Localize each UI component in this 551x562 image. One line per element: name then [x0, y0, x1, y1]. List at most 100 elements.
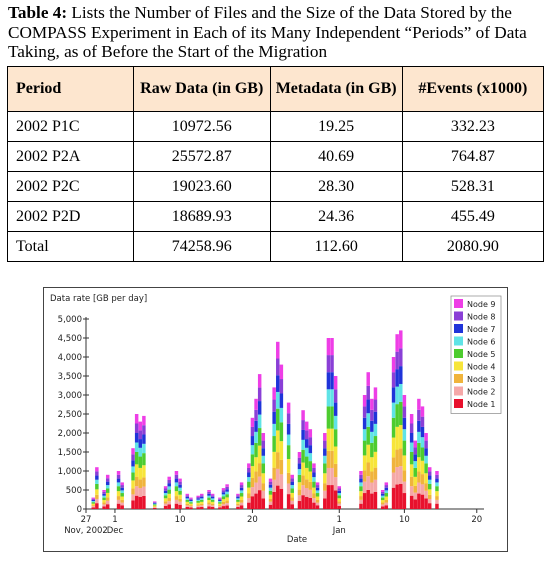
bar-segment: [153, 502, 157, 503]
bar-segment: [326, 355, 331, 373]
bar-segment: [359, 486, 363, 492]
bar-segment: [174, 474, 179, 479]
cell-period: 2002 P2A: [7, 141, 134, 172]
y-tick-label: 4,500: [58, 334, 82, 344]
bar-segment: [323, 498, 327, 509]
bar-segment: [315, 485, 320, 488]
bar-segment: [323, 455, 327, 464]
y-tick-label: 1,500: [58, 448, 82, 458]
bar-segment: [366, 476, 370, 490]
bar-segment: [239, 493, 244, 497]
bar-segment: [276, 430, 280, 453]
y-axis-label: Data rate [GB per day]: [50, 294, 147, 304]
legend-swatch: [454, 399, 463, 408]
bar-segment: [370, 420, 374, 432]
bar-segment: [254, 457, 258, 472]
bar-segment: [312, 472, 316, 478]
bar-segment: [399, 366, 403, 384]
bar-segment: [210, 498, 215, 500]
bar-segment: [91, 497, 95, 499]
bar-segment: [91, 507, 95, 509]
bar-segment: [174, 491, 179, 497]
bar-segment: [185, 499, 190, 502]
bar-segment: [142, 425, 146, 435]
bar-segment: [196, 499, 200, 502]
table-caption-text: Lists the Number of Files and the Size o…: [8, 3, 527, 61]
bar-segment: [276, 468, 280, 486]
bar-segment: [91, 503, 95, 506]
bar-segment: [323, 448, 327, 456]
bar-segment: [323, 483, 327, 491]
bar-segment: [218, 497, 222, 499]
table-row: 2002 P2D 18689.93 24.36 455.49: [7, 201, 545, 232]
bar-segment: [185, 495, 190, 497]
bar-segment: [286, 483, 291, 495]
bar-segment: [370, 442, 374, 458]
bar-segment: [297, 463, 302, 470]
bar-segment: [384, 499, 389, 503]
bar-segment: [167, 498, 171, 502]
bar-segment: [138, 421, 143, 431]
bar-segment: [384, 502, 389, 506]
bar-segment: [134, 486, 139, 496]
legend-swatch: [454, 386, 463, 396]
bar-segment: [395, 404, 399, 427]
bar-segment: [409, 495, 414, 509]
bar-segment: [163, 490, 168, 494]
bar-segment: [134, 476, 139, 487]
bar-segment: [391, 417, 396, 438]
bar-segment: [142, 486, 146, 496]
bar-segment: [257, 374, 262, 388]
bar-segment: [120, 505, 124, 509]
y-tick-label: 5,000: [58, 315, 82, 325]
bar-segment: [359, 482, 363, 487]
bar-segment: [370, 482, 374, 494]
bar-segment: [420, 426, 425, 438]
bar-segment: [247, 481, 251, 488]
bar-segment: [200, 496, 204, 499]
bar-segment: [142, 443, 146, 454]
bar-segment: [189, 505, 193, 507]
bar-segment: [290, 481, 294, 486]
bar-segment: [366, 399, 370, 414]
bar-segment: [297, 452, 302, 458]
bar-segment: [333, 463, 338, 478]
bar-segment: [330, 338, 334, 356]
bar-segment: [362, 440, 367, 456]
bar-segment: [427, 498, 432, 504]
bar-segment: [279, 422, 284, 442]
bar-segment: [326, 338, 331, 356]
bar-segment: [315, 502, 320, 506]
bar-segment: [399, 383, 403, 402]
cell-events: 2080.90: [401, 231, 545, 262]
bar-segment: [326, 406, 331, 429]
bar-segment: [272, 423, 276, 437]
bar-segment: [304, 456, 309, 468]
bar-segment: [417, 482, 421, 494]
bar-segment: [207, 500, 211, 503]
bar-segment: [337, 503, 342, 506]
legend-swatch: [454, 336, 463, 346]
bar-segment: [120, 490, 124, 494]
bar-segment: [95, 467, 99, 472]
bar-segment: [308, 471, 313, 482]
bar-segment: [333, 376, 338, 390]
bar-segment: [178, 484, 182, 488]
bar-segment: [409, 442, 414, 452]
bar-segment: [297, 469, 302, 475]
bar-segment: [424, 448, 428, 456]
bar-segment: [420, 484, 425, 495]
bar-segment: [239, 499, 244, 503]
bar-segment: [189, 502, 193, 504]
bar-segment: [301, 449, 305, 463]
bar-segment: [163, 501, 168, 504]
bar-segment: [174, 499, 179, 504]
bar-segment: [261, 463, 266, 474]
bar-segment: [239, 502, 244, 506]
bar-segment: [138, 496, 143, 509]
bar-segment: [337, 490, 342, 494]
bar-segment: [384, 487, 389, 491]
bar-segment: [225, 491, 229, 495]
bar-segment: [395, 351, 399, 370]
bar-segment: [257, 414, 262, 429]
